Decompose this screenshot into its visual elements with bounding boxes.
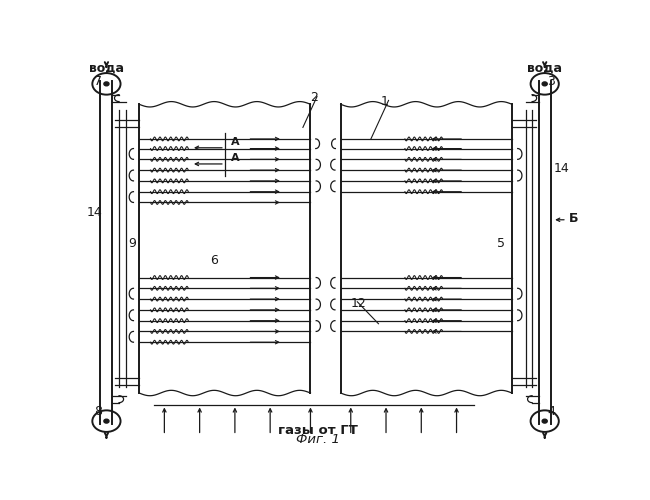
Circle shape xyxy=(542,419,547,423)
Text: 6: 6 xyxy=(210,254,218,268)
Text: 3: 3 xyxy=(547,74,555,88)
Text: 4: 4 xyxy=(547,404,555,417)
Text: вода: вода xyxy=(527,62,562,75)
Circle shape xyxy=(104,419,109,423)
Text: 5: 5 xyxy=(497,237,505,250)
Text: газы от ГТ: газы от ГТ xyxy=(278,424,358,437)
Text: 14: 14 xyxy=(86,206,102,220)
Text: 14: 14 xyxy=(553,162,569,175)
Text: 8: 8 xyxy=(94,404,102,417)
Text: 7: 7 xyxy=(94,74,102,88)
Circle shape xyxy=(542,82,547,86)
Text: А: А xyxy=(231,138,240,147)
Text: 2: 2 xyxy=(311,91,318,104)
Text: Фиг. 1: Фиг. 1 xyxy=(296,432,340,446)
Text: 9: 9 xyxy=(128,237,136,250)
Text: А: А xyxy=(231,154,240,164)
Text: 1: 1 xyxy=(381,94,389,108)
Circle shape xyxy=(104,82,109,86)
Text: 12: 12 xyxy=(351,297,367,310)
Text: вода: вода xyxy=(89,62,124,75)
Text: Б: Б xyxy=(568,212,578,224)
